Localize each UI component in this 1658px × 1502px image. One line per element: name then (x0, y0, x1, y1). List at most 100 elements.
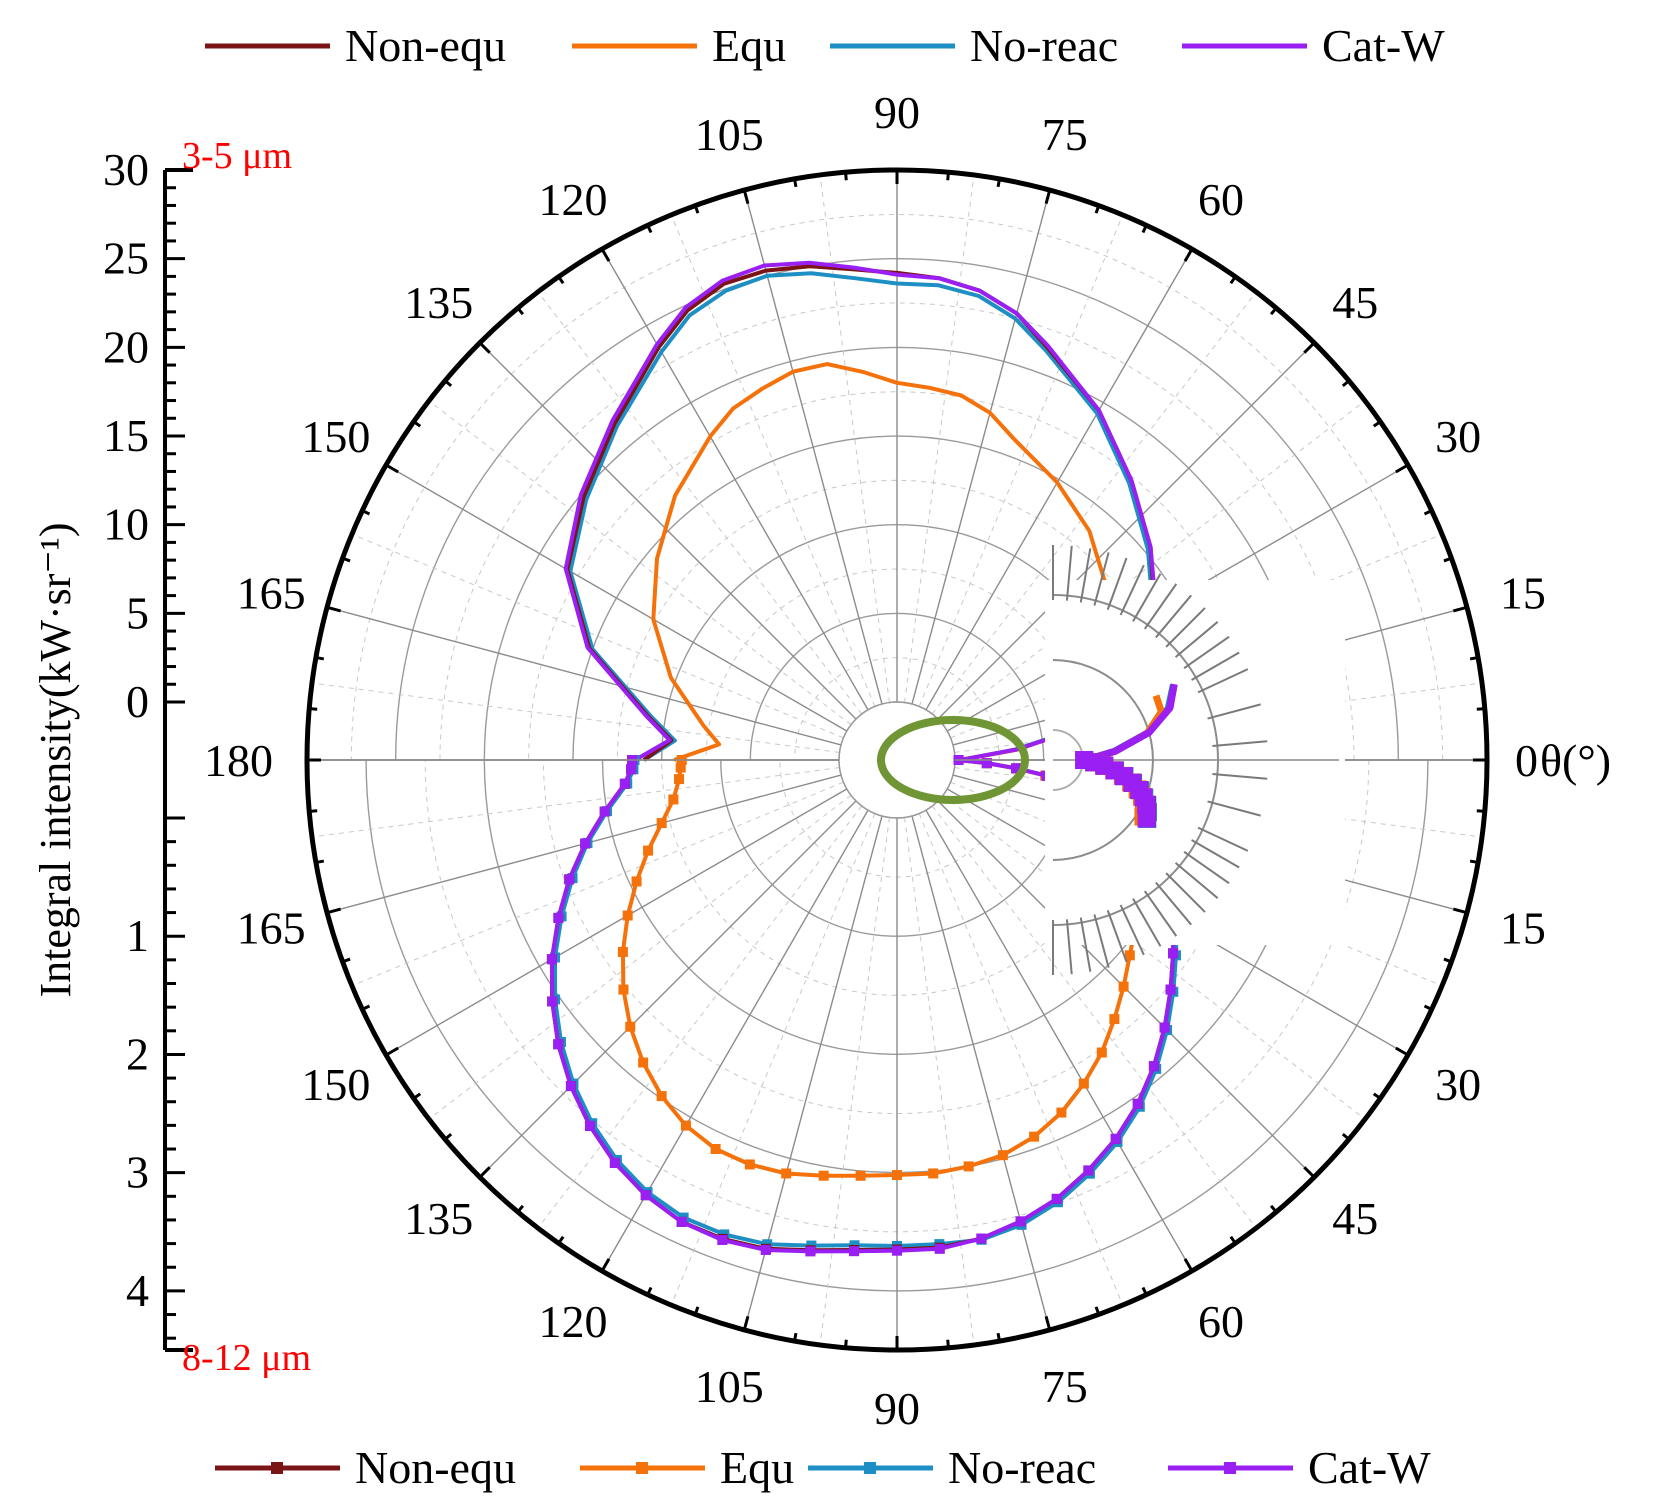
data-point-equ (1096, 1047, 1107, 1058)
data-point-cat-w (584, 1120, 595, 1131)
data-point-cat-w (981, 758, 992, 769)
angle-tick (1452, 907, 1468, 915)
inset-spoke (1191, 839, 1240, 869)
angle-tick (693, 1306, 700, 1315)
angle-tick (1229, 275, 1237, 285)
legend-item-equ: Equ (580, 1442, 794, 1493)
radial-tick-label: 25 (103, 233, 149, 284)
legend-item-cat-w: Cat-W (1182, 20, 1445, 71)
minor-grid-spoke (954, 682, 1483, 753)
data-point-equ (668, 794, 679, 805)
angle-tick (1476, 809, 1485, 813)
radial-tick-label: 2 (126, 1028, 149, 1079)
band-label-bottom: 8-12 μm (182, 1337, 311, 1379)
angle-tick (309, 809, 318, 813)
radial-tick-label: 30 (103, 144, 149, 195)
angle-tick (1452, 605, 1468, 613)
data-point-cat-w (553, 912, 564, 923)
minor-grid-spoke (931, 291, 1257, 715)
angle-tick (1423, 1004, 1433, 1011)
angle-tick (996, 178, 1001, 188)
angle-tick (600, 1258, 611, 1272)
data-point-cat-w (1168, 948, 1179, 959)
legend-label: No-reac (970, 20, 1118, 71)
angle-tick (844, 172, 848, 181)
inset-spoke (1093, 552, 1110, 606)
angle-tick (1372, 1092, 1382, 1100)
data-point-equ (656, 1091, 667, 1102)
angle-tick (1395, 1046, 1409, 1057)
grid-spoke (385, 464, 848, 732)
data-point-cat-w (564, 874, 575, 885)
angle-tick-label: 15 (1500, 903, 1546, 954)
angle-tick (309, 707, 318, 711)
minor-grid-spoke (351, 781, 844, 987)
radial-tick-label: 3 (126, 1147, 149, 1198)
data-point-cat-w (619, 778, 630, 789)
angle-tick-label: 150 (301, 411, 370, 462)
minor-grid-spoke (904, 817, 975, 1346)
data-point-cat-w (717, 1234, 728, 1245)
angle-tick (385, 1046, 399, 1057)
radial-tick-label: 10 (103, 499, 149, 550)
inset-spoke (1155, 594, 1192, 639)
angle-tick (1183, 1258, 1194, 1272)
angle-axis-title: θ(°) (1540, 735, 1611, 786)
angle-tick (516, 1204, 525, 1213)
data-point-cat-w (976, 1233, 987, 1244)
data-point-cat-w (1165, 984, 1176, 995)
angle-tick (1341, 1132, 1350, 1141)
data-point-cat-w (547, 996, 558, 1007)
minor-grid-spoke (819, 817, 890, 1346)
radial-tick-label: 15 (103, 410, 149, 461)
minor-grid-spoke (931, 805, 1257, 1229)
minor-grid-spoke (918, 214, 1124, 707)
angle-tick (361, 1004, 371, 1011)
angle-tick (1229, 1235, 1237, 1245)
data-point-equ (675, 762, 686, 773)
angle-tick-label: 15 (1500, 567, 1546, 618)
data-point-equ (680, 1120, 691, 1131)
data-point-equ (638, 1057, 649, 1068)
legend-item-non-equ: Non-equ (215, 1442, 516, 1493)
data-point-cat-w (1148, 1061, 1159, 1072)
polar-frame (304, 167, 1490, 1353)
minor-grid-spoke (942, 400, 1366, 726)
legend-top: Non-equ Equ No-reac Cat-W (205, 20, 1445, 71)
minor-grid-ring (350, 213, 1444, 761)
data-point-cat-w (640, 1190, 651, 1201)
minor-grid-spoke (311, 682, 840, 753)
legend-label: Cat-W (1322, 20, 1445, 71)
angle-tick (326, 605, 342, 613)
data-point-cat-w (1083, 1165, 1094, 1176)
inner-ring (838, 701, 956, 761)
grid-spoke (601, 248, 869, 711)
inset-point-cat-w (1137, 809, 1156, 828)
legend-item-non-equ: Non-equ (205, 20, 506, 71)
radial-tick-label: 0 (126, 676, 149, 727)
data-point-cat-w (546, 954, 557, 965)
inset-spoke (1143, 583, 1178, 630)
minor-grid-spoke (428, 794, 852, 1120)
angle-tick-label: 45 (1332, 1193, 1378, 1244)
angle-tick (646, 224, 653, 234)
data-point-cat-w (1015, 1216, 1026, 1227)
inset-spoke (1191, 651, 1240, 681)
inset-spoke (1065, 545, 1073, 601)
angle-tick (946, 1339, 950, 1348)
radial-tick-label: 1 (126, 910, 149, 961)
legend-marker (636, 1462, 648, 1474)
data-point-equ (617, 946, 628, 957)
data-point-cat-w (1011, 763, 1022, 774)
angle-tick (1443, 957, 1452, 964)
data-point-equ (1118, 981, 1129, 992)
angle-tick-label: 135 (404, 1193, 473, 1244)
radial-tick-label: 4 (126, 1265, 149, 1316)
angle-tick-label: 135 (404, 277, 473, 328)
data-point-cat-w (1110, 1133, 1121, 1144)
angle-tick-label: 60 (1198, 1296, 1244, 1347)
radial-axis-title: Integral intensity(kW·sr⁻¹) (31, 522, 80, 997)
angle-tick-labels: 0 15 30 45 60 75 90 105 120 135 150 165 180 15 30 45 60 7… (204, 87, 1546, 1434)
legend-item-cat-w: Cat-W (1168, 1442, 1431, 1493)
inset-spoke (1197, 826, 1249, 852)
